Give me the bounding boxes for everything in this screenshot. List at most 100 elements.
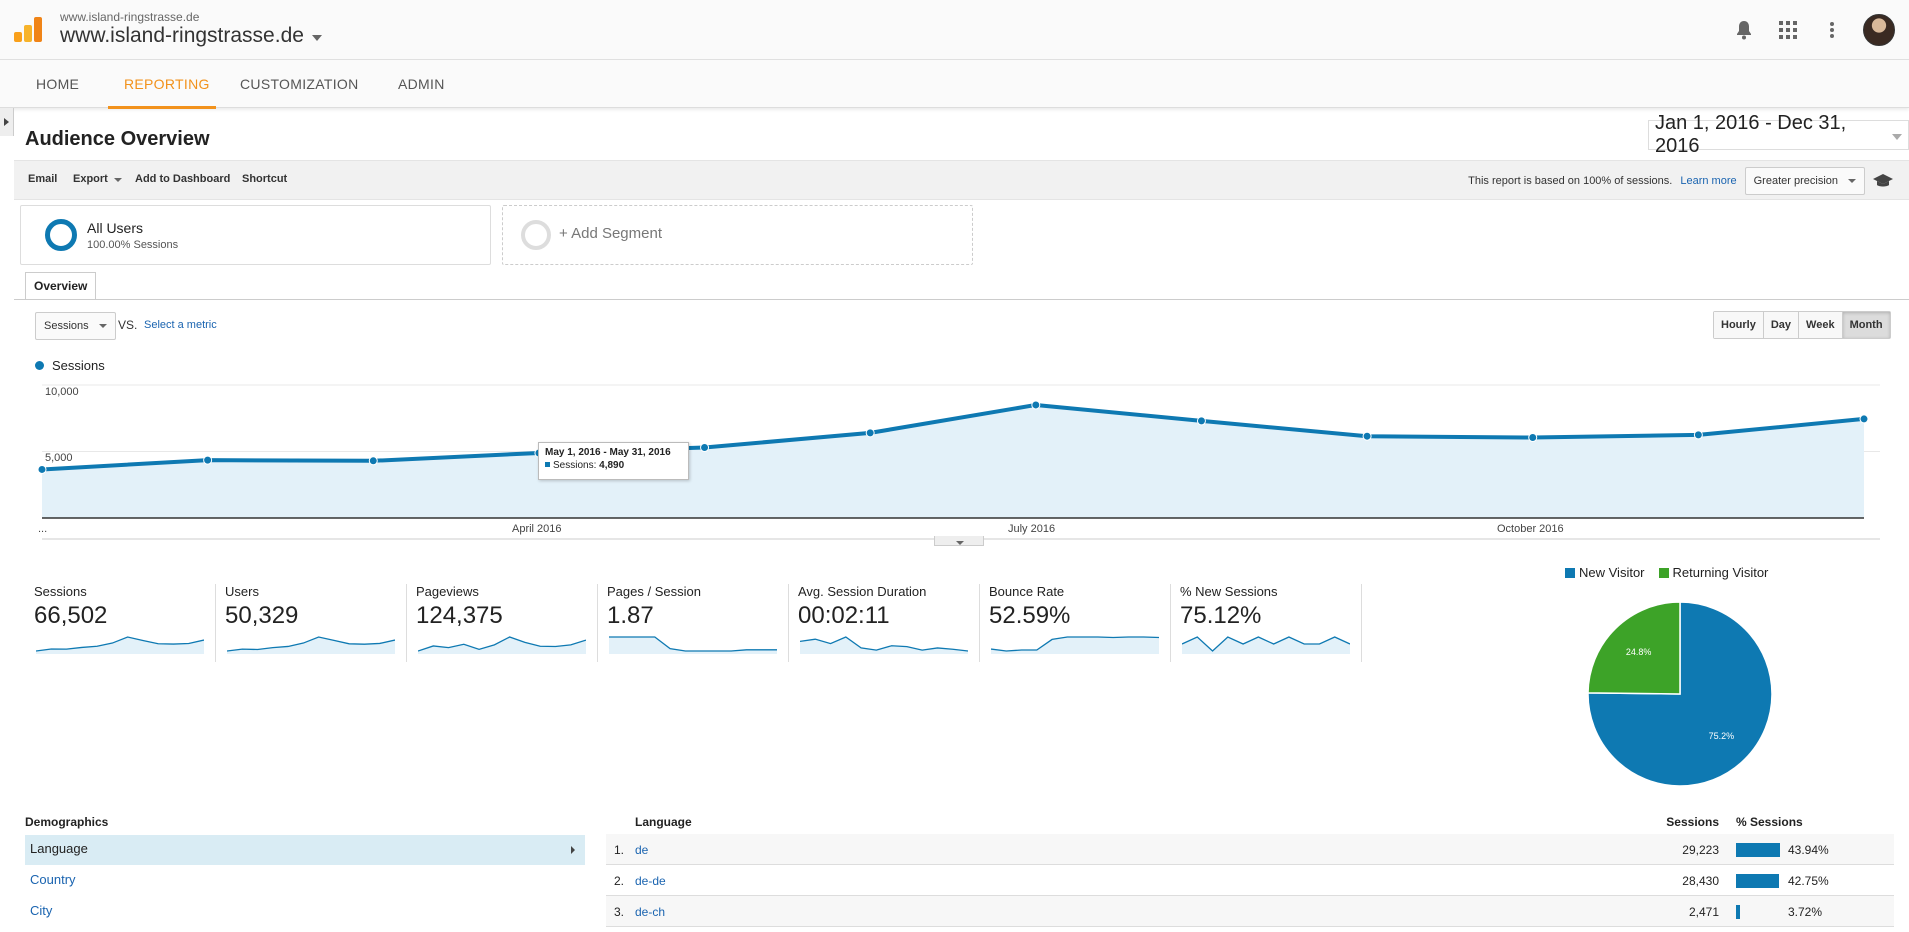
export-label: Export	[73, 173, 108, 185]
granularity-hourly[interactable]: Hourly	[1714, 312, 1764, 338]
pct-bar	[1736, 905, 1740, 919]
column-header-language[interactable]: Language	[635, 815, 692, 829]
data-point	[203, 455, 213, 465]
metric-pageviews[interactable]: Pageviews 124,375	[416, 584, 588, 664]
metric-users[interactable]: Users 50,329	[225, 584, 397, 664]
tab-reporting[interactable]: REPORTING	[124, 76, 210, 92]
legend-item[interactable]: New Visitor	[1565, 565, 1645, 580]
data-point	[865, 428, 875, 438]
divider	[979, 584, 980, 662]
add-to-dashboard-label: Add to Dashboard	[135, 173, 231, 185]
sparkline-line	[36, 636, 204, 652]
metric-pages-per-session[interactable]: Pages / Session 1.87	[607, 584, 779, 664]
email-label: Email	[28, 173, 58, 185]
sparkline-line	[1182, 636, 1350, 652]
metric-bounce-rate[interactable]: Bounce Rate 52.59%	[989, 584, 1161, 664]
data-point	[368, 456, 378, 466]
bell-icon[interactable]	[1731, 17, 1757, 43]
legend-swatch	[1565, 568, 1575, 578]
sparkline	[1182, 636, 1350, 654]
add-segment-label: + Add Segment	[559, 225, 662, 242]
row-index: 2.	[614, 874, 625, 888]
demographics-item-language[interactable]: Language	[25, 835, 585, 865]
legend-label: Returning Visitor	[1672, 565, 1769, 580]
metric-label: Bounce Rate	[989, 584, 1065, 599]
metric-value: 75.12%	[1180, 602, 1262, 629]
table-row: 3. de-ch 2,471 3.72%	[606, 896, 1894, 927]
segment-all-users[interactable]: All Users 100.00% Sessions	[20, 205, 491, 265]
demographics-item-label: City	[30, 903, 53, 918]
chart-tooltip: May 1, 2016 - May 31, 2016 Sessions: 4,8…	[538, 442, 689, 480]
page-title: Audience Overview	[25, 128, 210, 150]
metric-label: Avg. Session Duration	[798, 584, 927, 599]
sparkline	[800, 636, 968, 654]
metric-label: Pageviews	[416, 584, 479, 599]
pie-legend: New Visitor Returning Visitor	[1565, 565, 1768, 580]
tooltip-value: 4,890	[599, 460, 625, 471]
tooltip-label: Sessions:	[553, 460, 597, 471]
add-to-dashboard-button[interactable]: Add to Dashboard	[135, 173, 230, 185]
learn-more-link[interactable]: Learn more	[1680, 175, 1737, 187]
property-selector[interactable]: www.island-ringstrasse.de	[60, 24, 322, 48]
data-point	[1859, 414, 1869, 424]
metric-avg-session-duration[interactable]: Avg. Session Duration 00:02:11	[798, 584, 970, 664]
sparkline-area	[991, 637, 1159, 654]
column-header-pct-sessions[interactable]: % Sessions	[1736, 815, 1803, 829]
metric-value: 1.87	[607, 602, 654, 629]
metric-new-sessions[interactable]: % New Sessions 75.12%	[1180, 584, 1352, 664]
column-header-sessions[interactable]: Sessions	[1666, 815, 1719, 829]
divider	[788, 584, 789, 662]
empty-ring-icon	[521, 220, 551, 250]
export-button[interactable]: Export	[73, 173, 122, 185]
apps-grid-icon[interactable]	[1775, 17, 1801, 43]
email-button[interactable]: Email	[28, 173, 57, 185]
avatar[interactable]	[1863, 14, 1895, 46]
analytics-logo-icon[interactable]	[14, 16, 42, 44]
sessions-line-chart[interactable]	[0, 370, 1909, 540]
sidebar-toggle[interactable]	[0, 108, 14, 136]
language-link[interactable]: de	[635, 843, 649, 857]
granularity-month[interactable]: Month	[1842, 312, 1890, 338]
granularity-week[interactable]: Week	[1799, 312, 1843, 338]
sparkline	[418, 636, 586, 654]
granularity-day[interactable]: Day	[1763, 312, 1800, 338]
add-segment-button[interactable]: + Add Segment	[502, 205, 973, 265]
metric-select-value: Sessions	[44, 320, 89, 332]
y-tick-label: 10,000	[45, 386, 79, 398]
metric-label: Pages / Session	[607, 584, 701, 599]
more-vert-icon[interactable]	[1819, 17, 1845, 43]
metric-value: 00:02:11	[798, 602, 890, 629]
data-point	[1693, 430, 1703, 440]
graduation-cap-icon[interactable]	[1873, 174, 1893, 188]
demographics-item-label: Country	[30, 872, 76, 887]
account-name: www.island-ringstrasse.de	[60, 10, 200, 24]
tab-overview[interactable]: Overview	[25, 272, 97, 300]
legend-item[interactable]: Returning Visitor	[1658, 565, 1769, 580]
sparkline	[609, 636, 777, 654]
shortcut-button[interactable]: Shortcut	[242, 173, 287, 185]
select-metric-link[interactable]: Select a metric	[144, 319, 217, 331]
metric-sessions[interactable]: Sessions 66,502	[34, 584, 206, 664]
main-nav: HOME REPORTING CUSTOMIZATION ADMIN	[0, 60, 1909, 109]
chart-collapse-handle[interactable]	[934, 536, 984, 546]
demographics-item-country[interactable]: Country	[25, 866, 585, 896]
chevron-down-icon	[1848, 179, 1856, 183]
sessions-value: 2,471	[1688, 905, 1719, 919]
language-link[interactable]: de-de	[635, 874, 666, 888]
visitor-type-pie-chart[interactable]: 75.2% 24.8%	[1580, 594, 1780, 794]
language-link[interactable]: de-ch	[635, 905, 666, 919]
pie-slice	[1587, 601, 1681, 695]
tab-admin[interactable]: ADMIN	[398, 76, 445, 92]
demographics-item-city[interactable]: City	[25, 897, 585, 927]
segment-subtitle: 100.00% Sessions	[87, 239, 179, 251]
y-tick-label: 5,000	[45, 452, 73, 464]
segment-ring-icon	[45, 219, 77, 251]
legend-label: Sessions	[52, 358, 105, 373]
sparkline-area	[418, 637, 586, 654]
precision-select[interactable]: Greater precision	[1744, 167, 1865, 195]
metric-select[interactable]: Sessions	[35, 312, 116, 340]
tab-home[interactable]: HOME	[36, 76, 80, 92]
tab-customization[interactable]: CUSTOMIZATION	[240, 76, 359, 92]
date-range-picker[interactable]: Jan 1, 2016 - Dec 31, 2016	[1648, 112, 1909, 157]
pie-slice	[1587, 601, 1773, 787]
